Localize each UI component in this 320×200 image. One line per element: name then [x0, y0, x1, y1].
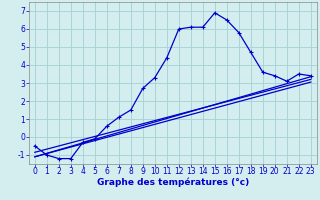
X-axis label: Graphe des températures (°c): Graphe des températures (°c) [97, 178, 249, 187]
